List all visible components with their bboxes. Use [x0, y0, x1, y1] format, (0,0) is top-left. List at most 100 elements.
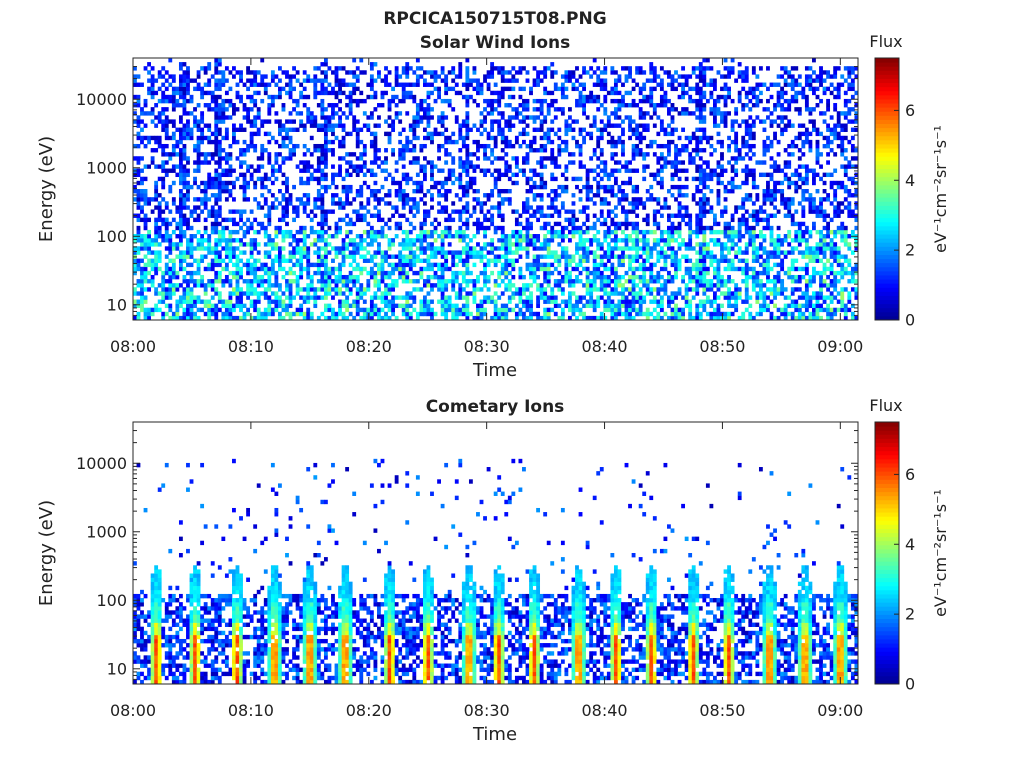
heatmap-cell [514, 115, 519, 120]
heatmap-cell [196, 283, 201, 288]
heatmap-cell [224, 315, 229, 321]
heatmap-cell [387, 299, 392, 304]
heatmap-cell [232, 180, 236, 186]
heatmap-cell [472, 283, 477, 288]
heatmap-cell [401, 266, 406, 272]
heatmap-cell [189, 291, 194, 296]
heatmap-cell [628, 70, 632, 75]
heatmap-cell [585, 283, 590, 288]
heatmap-cell [136, 143, 141, 149]
heatmap-cell [214, 242, 219, 247]
heatmap-cell [628, 274, 632, 280]
heatmap-cell [461, 258, 466, 263]
heatmap-cell [578, 299, 583, 304]
heatmap-cell [316, 234, 321, 239]
heatmap-cell [451, 86, 456, 92]
heatmap-cell [568, 291, 572, 296]
heatmap-cell [359, 283, 364, 288]
heatmap-cell [256, 168, 261, 173]
heatmap-cell [239, 242, 243, 247]
heatmap-cell [306, 311, 311, 317]
heatmap-cell [235, 315, 240, 321]
heatmap-cell [224, 250, 229, 255]
heatmap-cell [532, 213, 537, 218]
heatmap-cell [677, 291, 682, 296]
heatmap-cell [200, 201, 205, 206]
heatmap-cell [536, 172, 541, 178]
heatmap-cell [507, 307, 512, 313]
heatmap-cell [394, 234, 399, 239]
heatmap-cell [391, 270, 396, 276]
heatmap-cell [221, 315, 226, 321]
heatmap-cell [285, 82, 289, 87]
heatmap-cell [490, 135, 495, 141]
heatmap-cell [430, 82, 434, 87]
heatmap-cell [564, 86, 569, 92]
heatmap-cell [242, 152, 247, 157]
heatmap-cell [638, 238, 643, 243]
heatmap-cell [635, 135, 640, 141]
heatmap-cell [628, 246, 632, 251]
heatmap-cell [493, 176, 498, 182]
heatmap-cell [196, 103, 201, 108]
heatmap-cell [189, 295, 194, 300]
heatmap-cell [493, 180, 498, 186]
heatmap-cell [147, 217, 151, 223]
heatmap-cell [196, 156, 201, 161]
heatmap-cell [500, 279, 505, 284]
heatmap-cell [143, 234, 148, 239]
heatmap-cell [465, 315, 470, 321]
heatmap-cell [412, 250, 417, 255]
heatmap-cell [674, 148, 678, 153]
heatmap-cell [235, 127, 240, 132]
heatmap-cell [136, 303, 141, 309]
heatmap-cell [147, 262, 151, 268]
heatmap-cell [560, 139, 565, 145]
heatmap-cell [157, 217, 162, 223]
heatmap-cell [200, 283, 205, 288]
heatmap-cell [182, 254, 187, 259]
heatmap-cell [468, 238, 473, 243]
heatmap-cell [299, 225, 304, 231]
heatmap-cell [575, 119, 579, 124]
heatmap-cell [355, 291, 360, 296]
heatmap-cell [426, 303, 431, 309]
heatmap-cell [171, 246, 176, 251]
heatmap-cell [256, 111, 261, 116]
heatmap-cell [168, 98, 173, 104]
heatmap-cell [373, 156, 378, 161]
heatmap-cell [423, 266, 427, 272]
heatmap-cell [334, 287, 339, 292]
heatmap-cell [465, 303, 470, 309]
heatmap-cell [366, 201, 371, 206]
heatmap-cell [430, 229, 434, 235]
heatmap-cell [617, 279, 622, 284]
heatmap-cell [140, 205, 144, 210]
heatmap-cell [239, 287, 243, 292]
heatmap-cell [249, 82, 254, 87]
heatmap-cell [631, 246, 636, 251]
heatmap-cell [186, 270, 190, 276]
heatmap-cell [684, 205, 689, 210]
heatmap-cell [398, 262, 403, 268]
heatmap-cell [203, 90, 208, 96]
heatmap-cell [415, 111, 420, 116]
heatmap-cell [543, 115, 548, 120]
heatmap-cell [472, 262, 477, 268]
heatmap-cell [136, 94, 141, 100]
heatmap-cell [444, 299, 449, 304]
heatmap-cell [645, 111, 650, 116]
heatmap-cell [196, 262, 201, 268]
heatmap-cell [430, 107, 434, 112]
heatmap-cell [355, 86, 360, 92]
heatmap-cell [536, 74, 541, 79]
heatmap-cell [571, 201, 576, 206]
heatmap-cell [659, 119, 664, 124]
heatmap-cell [232, 262, 236, 268]
heatmap-cell [536, 82, 541, 87]
heatmap-cell [684, 270, 689, 276]
heatmap-cell [550, 238, 555, 243]
heatmap-cell [302, 311, 307, 317]
heatmap-cell [140, 287, 144, 292]
heatmap-cell [684, 184, 689, 190]
